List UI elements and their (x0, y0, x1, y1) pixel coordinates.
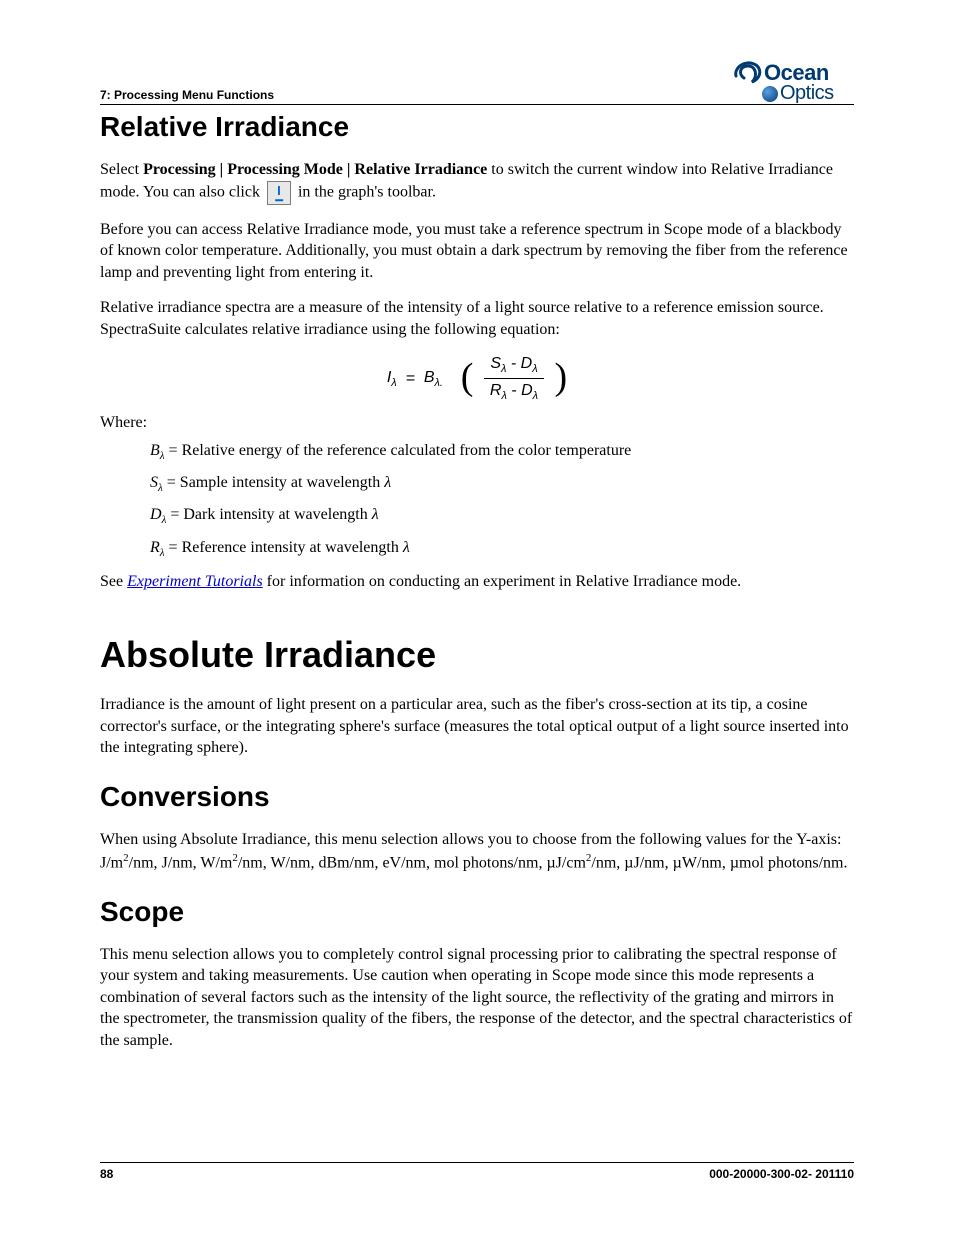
page-number: 88 (100, 1167, 113, 1181)
experiment-tutorials-link[interactable]: Experiment Tutorials (127, 573, 263, 590)
paragraph: Irradiance is the amount of light presen… (100, 694, 854, 759)
text: See (100, 573, 127, 590)
menu-path: Processing | Processing Mode | Relative … (143, 161, 487, 178)
text: Select (100, 161, 143, 178)
fraction: Sλ - Dλ Rλ - Dλ (484, 355, 544, 402)
text: /nm, J/nm, W/m (129, 854, 233, 871)
paragraph: See Experiment Tutorials for information… (100, 571, 854, 593)
relative-irradiance-toolbar-icon (267, 181, 291, 205)
definition-B: Bλ = Relative energy of the reference ca… (150, 442, 854, 462)
text: in the graph's toolbar. (294, 183, 436, 200)
where-label: Where: (100, 414, 854, 432)
heading-relative-irradiance: Relative Irradiance (100, 111, 854, 143)
equation: Iλ = Bλ. ( Sλ - Dλ Rλ - Dλ ) (100, 355, 854, 402)
heading-absolute-irradiance: Absolute Irradiance (100, 634, 854, 676)
text: for information on conducting an experim… (263, 573, 742, 590)
definition-R: Rλ = Reference intensity at wavelength λ (150, 539, 854, 559)
paragraph: Select Processing | Processing Mode | Re… (100, 159, 854, 205)
definition-D: Dλ = Dark intensity at wavelength λ (150, 506, 854, 526)
left-paren: ( (461, 360, 474, 394)
right-paren: ) (555, 360, 568, 394)
heading-scope: Scope (100, 896, 854, 928)
section-label: 7: Processing Menu Functions (100, 88, 274, 104)
var-I: Iλ (387, 369, 397, 386)
paragraph: This menu selection allows you to comple… (100, 944, 854, 1052)
equals: = (406, 369, 415, 386)
definition-S: Sλ = Sample intensity at wavelength λ (150, 474, 854, 494)
logo-ball-icon (762, 86, 778, 102)
document-id: 000-20000-300-02- 201110 (709, 1167, 854, 1181)
text: /nm, µJ/nm, µW/nm, µmol photons/nm. (591, 854, 847, 871)
logo-text-2: Optics (780, 82, 834, 105)
paragraph: When using Absolute Irradiance, this men… (100, 829, 854, 874)
heading-conversions: Conversions (100, 781, 854, 813)
text: /nm, W/nm, dBm/nm, eV/nm, mol photons/nm… (238, 854, 586, 871)
var-B: Bλ. (424, 369, 443, 386)
page-footer: 88 000-20000-300-02- 201110 (100, 1162, 854, 1181)
paragraph: Relative irradiance spectra are a measur… (100, 297, 854, 340)
ocean-optics-logo: Ocean Optics (734, 60, 854, 106)
paragraph: Before you can access Relative Irradianc… (100, 219, 854, 284)
page-header: 7: Processing Menu Functions Ocean Optic… (100, 60, 854, 105)
page: 7: Processing Menu Functions Ocean Optic… (0, 0, 954, 1235)
definitions-list: Bλ = Relative energy of the reference ca… (150, 442, 854, 559)
